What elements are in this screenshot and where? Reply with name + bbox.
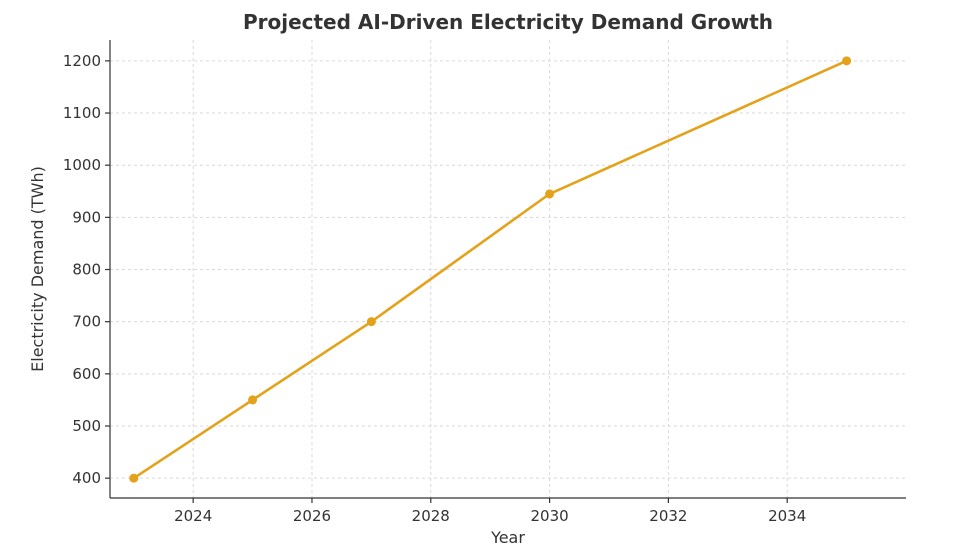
axes	[109, 40, 906, 499]
y-tick-label: 1000	[63, 156, 101, 174]
x-tick-label: 2034	[768, 507, 806, 525]
data-point	[545, 189, 555, 199]
y-tick-label: 400	[72, 469, 101, 487]
data-point	[129, 473, 139, 483]
y-axis-label: Electricity Demand (TWh)	[28, 166, 47, 372]
y-tick-label: 1100	[63, 104, 101, 122]
chart-title: Projected AI-Driven Electricity Demand G…	[243, 10, 773, 34]
x-tick-label: 2028	[412, 507, 450, 525]
y-tick-label: 700	[72, 313, 101, 331]
x-tick-label: 2032	[649, 507, 687, 525]
y-tick-label: 800	[72, 261, 101, 279]
y-tick-label: 1200	[63, 52, 101, 70]
y-tick-label: 600	[72, 365, 101, 383]
series-layer	[129, 56, 852, 483]
y-tick-label: 500	[72, 417, 101, 435]
data-point	[842, 56, 852, 66]
x-axis-label: Year	[490, 528, 525, 547]
x-tick-label: 2030	[530, 507, 568, 525]
x-tick-label: 2026	[293, 507, 331, 525]
data-point	[248, 395, 258, 405]
y-tick-label: 900	[72, 208, 101, 226]
tick-labels: 400 500 600 700 800 900 1000 1100 1200 2024 2026 20…	[63, 52, 806, 525]
grid	[110, 40, 906, 498]
data-point	[366, 317, 376, 327]
x-tick-label: 2024	[174, 507, 212, 525]
